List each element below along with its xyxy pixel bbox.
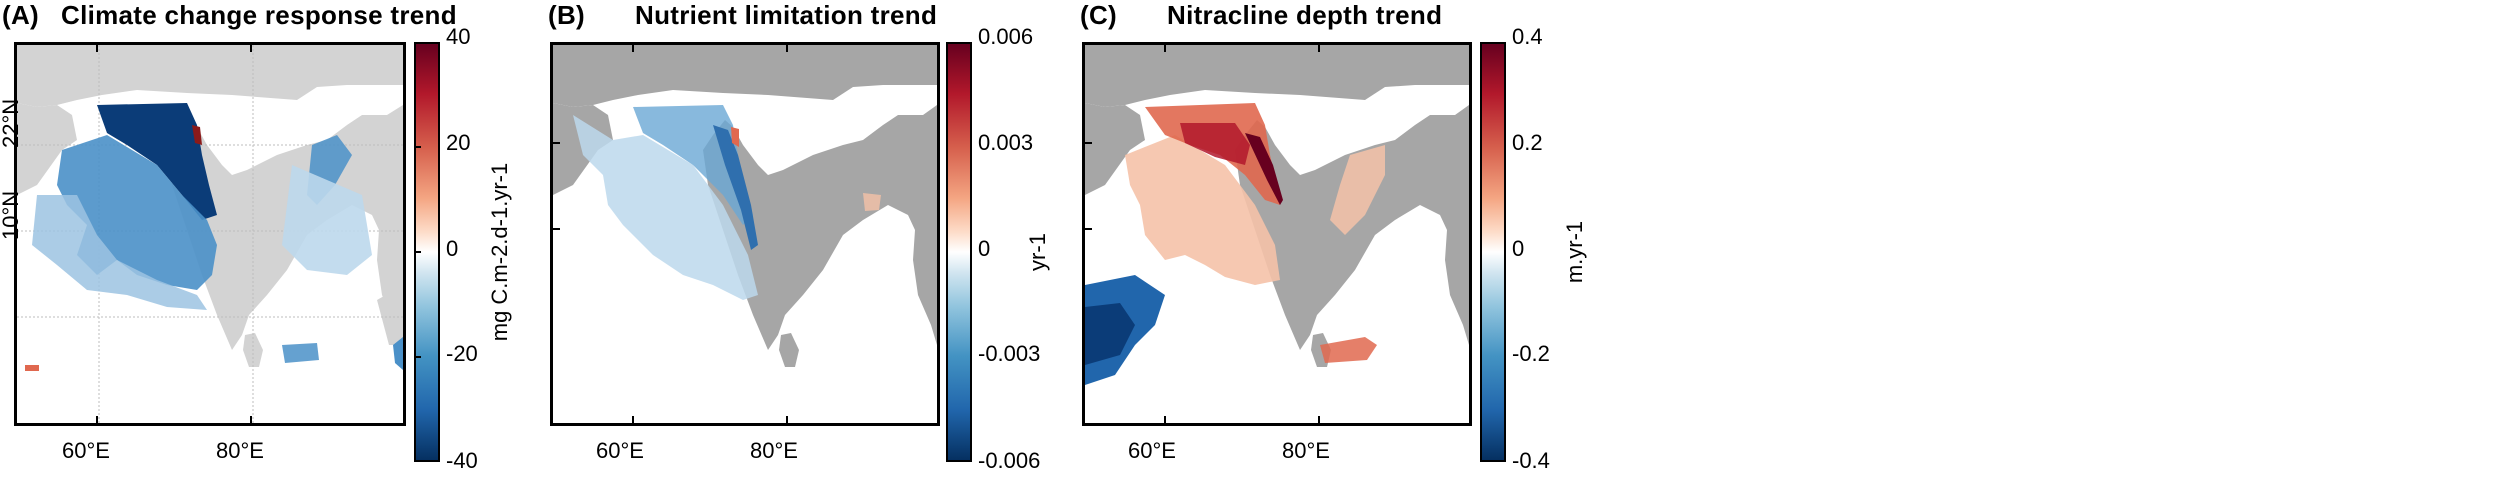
panel-b-tick-top-2 xyxy=(786,44,788,52)
land-north xyxy=(1085,45,1469,107)
panel-a-cbar-label-40: 40 xyxy=(446,24,471,49)
panel-b-lon-80: 80°E xyxy=(750,438,798,463)
panel-b-letter: (B) xyxy=(548,0,585,30)
patch-south-red xyxy=(1320,337,1377,363)
panel-a-cbar-tick-3 xyxy=(414,356,421,358)
panel-c-tick-top-2 xyxy=(1318,44,1320,52)
panel-a-cbar-tick-0 xyxy=(414,42,421,44)
patch-south-blue xyxy=(282,343,319,363)
panel-a-cbar-label-20: 20 xyxy=(446,130,471,155)
panel-a-cbar-tick-1 xyxy=(414,146,421,148)
panel-b-tick-left-2 xyxy=(552,228,560,230)
panel-a-map-svg xyxy=(17,45,403,423)
panel-b-tick-top-1 xyxy=(632,44,634,52)
panel-c-map-svg xyxy=(1085,45,1469,385)
panel-c-tick-top-1 xyxy=(1164,44,1166,52)
patch-gulf-red xyxy=(192,125,202,145)
land-arabia xyxy=(17,45,403,107)
land-india xyxy=(703,105,937,350)
panel-b-tick-bottom-1 xyxy=(632,416,634,424)
patch-bob-light xyxy=(1330,145,1385,235)
patch-coast-light xyxy=(573,115,758,300)
panel-a-map xyxy=(14,42,406,426)
panel-c-cbar-label-m02: -0.2 xyxy=(1512,341,1550,366)
panel-b-cbar-label-0006: 0.006 xyxy=(978,24,1034,49)
patch-small-red xyxy=(25,365,39,371)
patch-arabian-red xyxy=(1145,103,1280,205)
panel-b-tick-left-1 xyxy=(552,142,560,144)
panel-a-name: Climate change response trend xyxy=(61,0,457,30)
panel-a-tick-top-1 xyxy=(96,44,98,52)
panel-c-tick-bottom-1 xyxy=(1164,416,1166,424)
panel-a-letter: (A) xyxy=(2,0,39,30)
patch-arabian-sea-light xyxy=(32,195,207,310)
panel-a-cbar-label-m40: -40 xyxy=(446,448,478,473)
patch-bob-light xyxy=(863,193,881,211)
panel-a-tick-bottom-2 xyxy=(250,416,252,424)
panel-c-title: (C) Nitracline depth trend xyxy=(1080,0,1442,31)
panel-c-colorbar xyxy=(1480,42,1506,462)
patch-bay-of-bengal-light xyxy=(282,165,372,275)
panel-a: (A) Climate change response trend xyxy=(0,0,840,481)
panel-a-tick-bottom-1 xyxy=(96,416,98,424)
panel-c-letter: (C) xyxy=(1080,0,1117,30)
panel-a-cbar-tick-2 xyxy=(414,251,421,253)
patch-arabian-light-red xyxy=(1125,135,1280,285)
panel-a-cbar-label-m20: -20 xyxy=(446,341,478,366)
land-north xyxy=(553,45,937,107)
panel-c-cbar-label-02: 0.2 xyxy=(1512,130,1543,155)
panel-b-cbar-label-m0006: -0.006 xyxy=(978,448,1041,473)
panel-b-name: Nutrient limitation trend xyxy=(635,0,938,30)
panel-c-map xyxy=(1082,42,1472,426)
panel-b-cbar-label-m0003: -0.003 xyxy=(978,341,1041,366)
panel-c-lon-80: 80°E xyxy=(1282,438,1330,463)
panel-c-cbar-label-04: 0.4 xyxy=(1512,24,1543,49)
panel-c-tick-left-2 xyxy=(1084,228,1092,230)
panel-a-lon-60: 60°E xyxy=(62,438,110,463)
patch-red-spot xyxy=(731,127,739,147)
panel-b-title: (B) Nutrient limitation trend xyxy=(548,0,937,31)
panel-b-map-svg xyxy=(553,45,937,367)
patch-arabian-sea-strong xyxy=(97,103,217,220)
panel-c-lon-60: 60°E xyxy=(1128,438,1176,463)
land-myanmar xyxy=(377,285,403,345)
panel-a-lon-80: 80°E xyxy=(216,438,264,463)
panel-b: (B) Nutrient limitation trend 60°E 80°E 0… xyxy=(0,0,1060,481)
panel-b-tick-bottom-2 xyxy=(786,416,788,424)
panel-a-tick-top-2 xyxy=(250,44,252,52)
panel-c-tick-left-1 xyxy=(1084,142,1092,144)
panel-c-cbar-label-m04: -0.4 xyxy=(1512,448,1550,473)
patch-east-strip xyxy=(393,337,403,370)
panel-b-colorbar xyxy=(946,42,972,462)
land-srilanka xyxy=(779,333,799,367)
land-iran-coast xyxy=(17,103,77,195)
panel-b-map xyxy=(550,42,940,426)
panel-b-cbar-label-0: 0 xyxy=(978,236,991,261)
panel-c-cbar-unit: m.yr-1 xyxy=(1562,220,1587,284)
land-west-coast xyxy=(1085,103,1145,195)
panel-c-name: Nitracline depth trend xyxy=(1167,0,1443,30)
panel-a-cbar-label-0: 0 xyxy=(446,236,459,261)
patch-arabian-dark xyxy=(1180,123,1250,165)
panel-b-lon-60: 60°E xyxy=(596,438,644,463)
panel-c-tick-bottom-2 xyxy=(1318,416,1320,424)
panel-a-title: (A) Climate change response trend xyxy=(2,0,457,31)
patch-southwest-dark xyxy=(1085,303,1135,365)
patch-coast-dark xyxy=(1245,133,1283,205)
panel-b-cbar-label-0003: 0.003 xyxy=(978,130,1034,155)
patch-coast-strip xyxy=(713,125,758,250)
panel-c-cbar-label-0: 0 xyxy=(1512,236,1525,261)
